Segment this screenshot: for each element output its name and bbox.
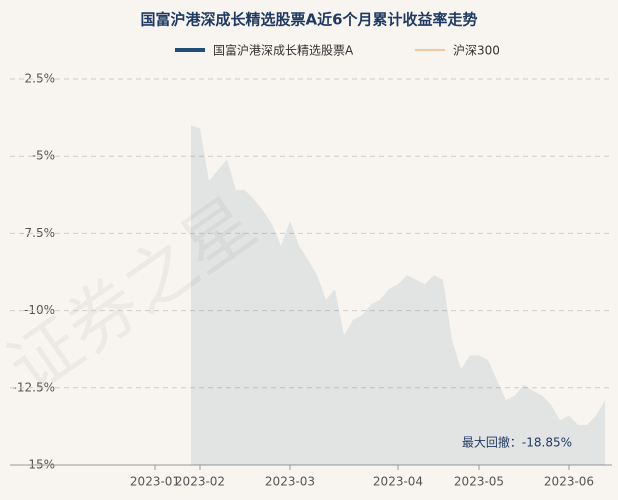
- x-tick-label: 2023-04: [373, 475, 423, 489]
- chart-title: 国富沪港深成长精选股票A近6个月累计收益率走势: [140, 11, 477, 29]
- x-tick-label: 2023-01: [130, 475, 180, 489]
- x-tick-label: 2023-06: [544, 475, 594, 489]
- legend-label: 国富沪港深成长精选股票A: [213, 43, 354, 58]
- y-tick-label: -5%: [32, 149, 55, 163]
- drawdown-area: [191, 125, 605, 465]
- y-tick-label: -12.5%: [13, 380, 55, 394]
- legend-label: 沪深300: [453, 44, 500, 58]
- drawdown-label: 最大回撤：-18.85%: [462, 435, 572, 450]
- x-tick-label: 2023-05: [454, 475, 504, 489]
- x-tick-label: 2023-03: [265, 475, 315, 489]
- x-tick-label: 2023-02: [175, 475, 225, 489]
